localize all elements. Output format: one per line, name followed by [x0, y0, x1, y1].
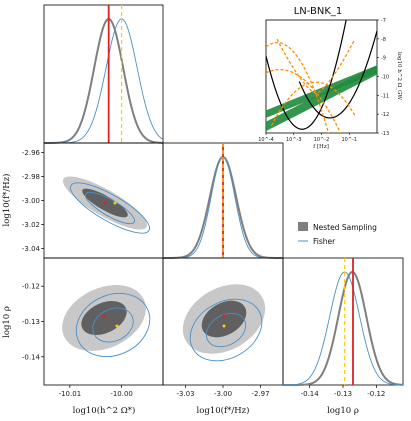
- legend-nested-swatch: [298, 222, 308, 231]
- inset-x-tick-label: 10^-3: [286, 137, 302, 143]
- y-tick-label: -2.98: [22, 173, 40, 181]
- y-tick-label: -3.04: [22, 245, 41, 253]
- inset-y-tick-label: -7: [381, 18, 386, 24]
- truth-point: [222, 314, 226, 318]
- reference-point: [113, 201, 117, 205]
- y-ticks: -0.12 -0.13 -0.14: [22, 283, 44, 361]
- x-tick-label: -0.12: [367, 390, 385, 398]
- y-tick-label: -3.00: [22, 197, 40, 205]
- y-tick-label: -0.14: [22, 353, 41, 361]
- x-tick-label: -10.01: [59, 390, 82, 398]
- signal-curve-1: [266, 41, 330, 133]
- x-tick-label: -3.03: [176, 390, 194, 398]
- panel-fstar-vs-h2omega: -2.96 -2.98 -3.00 -3.02 -3.04 log10(f*/Hz): [1, 142, 164, 259]
- noise-curve-2: [298, 30, 377, 119]
- inset-y-tick-label: -12: [381, 112, 389, 118]
- fisher-inner-contour: [205, 312, 247, 348]
- signal-curve-3: [270, 81, 356, 126]
- signal-curve-4: [266, 68, 342, 133]
- fisher-inner-contour: [92, 307, 134, 343]
- y-tick-label: -0.13: [22, 318, 40, 326]
- x-tick-label: -3.00: [214, 390, 232, 398]
- inset-y-tick-label: -11: [381, 93, 389, 99]
- inset-x-ticks: 10^-4 10^-3 10^-2 10^-1: [258, 133, 357, 143]
- x-ticks: -0.14 -0.13 -0.12: [301, 385, 385, 398]
- inset-y-ticks: -7 -8 -9 -10 -11 -12 -13: [377, 18, 389, 137]
- fisher-outer-contour: [75, 292, 151, 358]
- x-label-h2omega: log10(h^2 Ω*): [73, 405, 136, 416]
- y-tick-label: -0.12: [22, 283, 40, 291]
- inset-x-tick-label: 10^-4: [258, 137, 274, 143]
- y-label-rho: log10 ρ: [2, 306, 12, 338]
- panel-rho-vs-fstar: -3.03 -3.00 -2.97 log10(f*/Hz): [162, 257, 284, 416]
- panel-rho-marginal: -0.14 -0.13 -0.12 log10 ρ: [282, 257, 404, 416]
- panel-rho-vs-h2omega: -0.12 -0.13 -0.14 -10.01 -10.00 log10 ρ log…: [2, 257, 164, 416]
- reference-point: [222, 324, 226, 328]
- fisher-outer-contour: [189, 298, 263, 362]
- legend: Nested Sampling Fisher: [298, 222, 377, 246]
- panel-inset-spectrum: LN-BNK_1 -7-8-9-10-11-12-13 10^-4 10^-3 10…: [258, 6, 403, 150]
- inset-y-tick-label: -8: [381, 37, 386, 43]
- reference-point: [115, 324, 119, 328]
- panel-fstar-marginal: [162, 142, 284, 259]
- inset-y-label: log10 h^2 Ω_GW: [396, 52, 403, 100]
- fisher-curve: [44, 18, 164, 144]
- x-tick-label: -10.00: [110, 390, 133, 398]
- x-ticks: -3.03 -3.00 -2.97: [176, 385, 270, 398]
- panel-frame: [282, 257, 404, 386]
- signal-band-2: [266, 65, 377, 118]
- y-label-fstar: log10(f*/Hz): [1, 174, 12, 227]
- inset-y-tick-label: -13: [381, 131, 389, 137]
- panel-h2omega-marginal: [43, 4, 164, 144]
- fisher-outer-contour: [70, 182, 150, 234]
- ns-inner-contour: [201, 300, 247, 338]
- x-tick-label: -0.13: [334, 390, 352, 398]
- inset-x-tick-label: 10^-1: [341, 137, 357, 143]
- x-label-fstar: log10(f*/Hz): [197, 405, 250, 416]
- truth-point: [103, 201, 107, 205]
- inset-x-label: f [Hz]: [313, 144, 329, 150]
- y-tick-label: -3.02: [22, 221, 40, 229]
- legend-fisher-label: Fisher: [313, 237, 336, 246]
- x-tick-label: -0.14: [301, 390, 320, 398]
- inset-title: LN-BNK_1: [294, 6, 343, 17]
- legend-nested-label: Nested Sampling: [313, 223, 377, 232]
- nested-sampling-curve: [44, 18, 164, 144]
- truth-point: [102, 314, 106, 318]
- nested-sampling-curve: [283, 271, 404, 386]
- inset-y-tick-label: -9: [381, 56, 386, 62]
- x-tick-label: -2.97: [251, 390, 269, 398]
- x-ticks: -10.01 -10.00: [59, 385, 133, 398]
- signal-curve-2: [276, 38, 356, 95]
- inset-y-tick-label: -10: [381, 75, 389, 81]
- noise-curve-1: [266, 20, 347, 130]
- x-label-rho: log10 ρ: [327, 406, 359, 416]
- y-ticks: -2.96 -2.98 -3.00 -3.02 -3.04: [22, 149, 44, 253]
- inset-x-tick-label: 10^-2: [314, 137, 330, 143]
- fisher-inner-contour: [84, 191, 136, 225]
- fisher-curve: [282, 271, 404, 386]
- y-tick-label: -2.96: [22, 149, 41, 157]
